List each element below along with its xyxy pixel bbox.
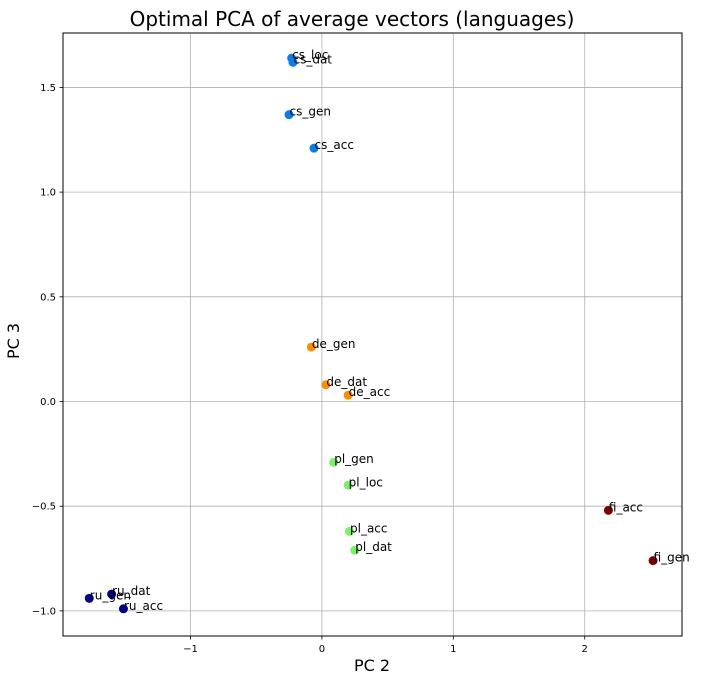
point-label: pl_dat: [355, 540, 392, 554]
y-axis-label: PC 3: [4, 323, 23, 359]
point-label: cs_loc: [292, 48, 328, 62]
point-label: cs_dat: [293, 52, 332, 66]
point-label: pl_gen: [334, 452, 374, 466]
point-label: de_gen: [312, 337, 356, 351]
point-label: fi_gen: [654, 551, 690, 565]
point-label: ru_gen: [90, 588, 131, 602]
point-label: cs_gen: [290, 105, 331, 119]
data-point: [350, 545, 360, 555]
x-axis-label: PC 2: [354, 656, 390, 675]
data-point: [309, 143, 319, 153]
data-point: [603, 505, 613, 515]
point-label: de_acc: [349, 385, 391, 399]
x-tick-label: −1: [183, 644, 198, 655]
y-tick-label: 1.0: [40, 188, 56, 199]
grid: [63, 33, 682, 636]
data-point: [107, 589, 117, 599]
point-label: ru_dat: [112, 584, 151, 598]
point-label: fi_acc: [609, 500, 643, 514]
data-point: [288, 57, 298, 67]
x-tick-label: 1: [450, 644, 456, 655]
point-label: ru_acc: [124, 599, 163, 613]
point-label: pl_loc: [349, 475, 383, 489]
data-point: [284, 110, 294, 120]
x-tick-label: 2: [582, 644, 588, 655]
data-point: [84, 593, 94, 603]
y-tick-label: 0.0: [40, 397, 56, 408]
y-tick-label: −1.0: [32, 606, 56, 617]
chart-title: Optimal PCA of average vectors (language…: [130, 7, 575, 31]
point-label: de_dat: [326, 375, 367, 389]
data-point: [648, 556, 658, 566]
point-label: cs_acc: [315, 138, 354, 152]
axis-ticks: −1 0 1 2 −1.0 −0.5 0.0 0.5 1.0 1.5: [32, 83, 588, 655]
data-point: [306, 342, 316, 352]
data-point: [343, 480, 353, 490]
data-point: [118, 604, 128, 614]
data-point: [329, 457, 339, 467]
data-point: [321, 380, 331, 390]
y-tick-label: 0.5: [40, 292, 56, 303]
plot-area-frame: [62, 32, 683, 637]
data-point: [345, 526, 355, 536]
point-label: pl_acc: [350, 521, 388, 535]
x-tick-label: 0: [319, 644, 325, 655]
y-tick-label: 1.5: [40, 83, 56, 94]
y-tick-label: −0.5: [32, 502, 56, 513]
data-point: [343, 390, 353, 400]
data-points: [84, 53, 658, 614]
